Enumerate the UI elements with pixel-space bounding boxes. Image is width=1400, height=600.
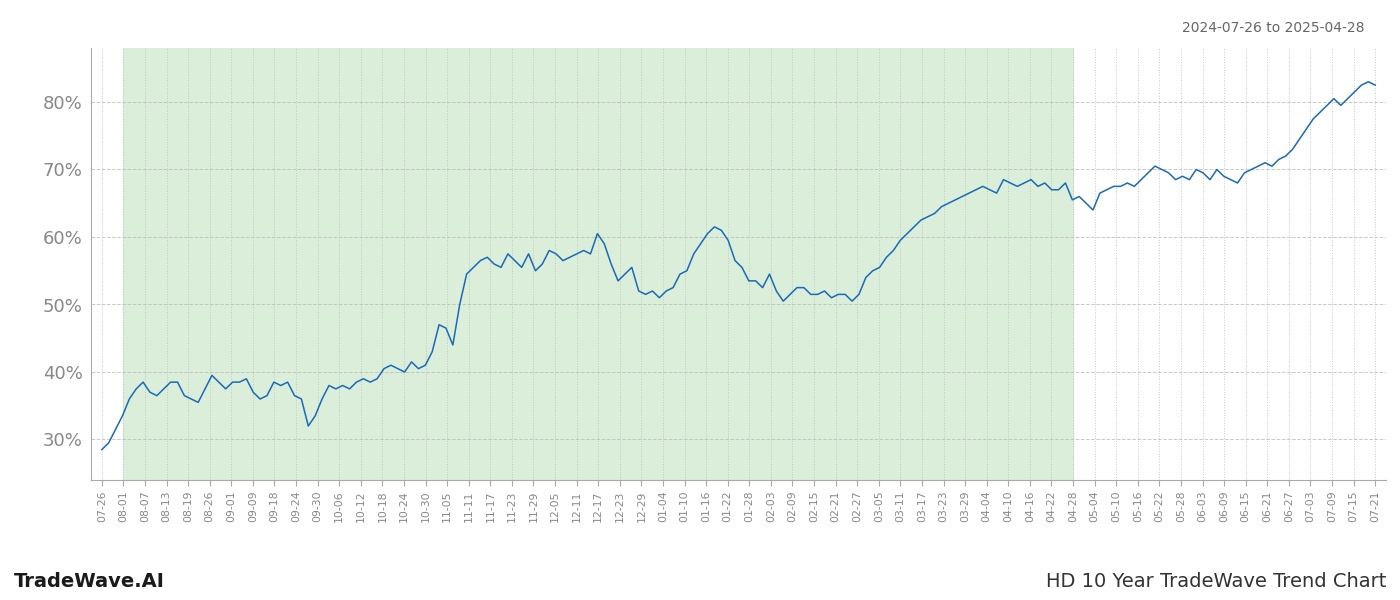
Text: 2024-07-26 to 2025-04-28: 2024-07-26 to 2025-04-28 [1183, 21, 1365, 35]
Bar [123, 48, 1072, 480]
Text: HD 10 Year TradeWave Trend Chart: HD 10 Year TradeWave Trend Chart [1046, 572, 1386, 591]
Text: TradeWave.AI: TradeWave.AI [14, 572, 165, 591]
